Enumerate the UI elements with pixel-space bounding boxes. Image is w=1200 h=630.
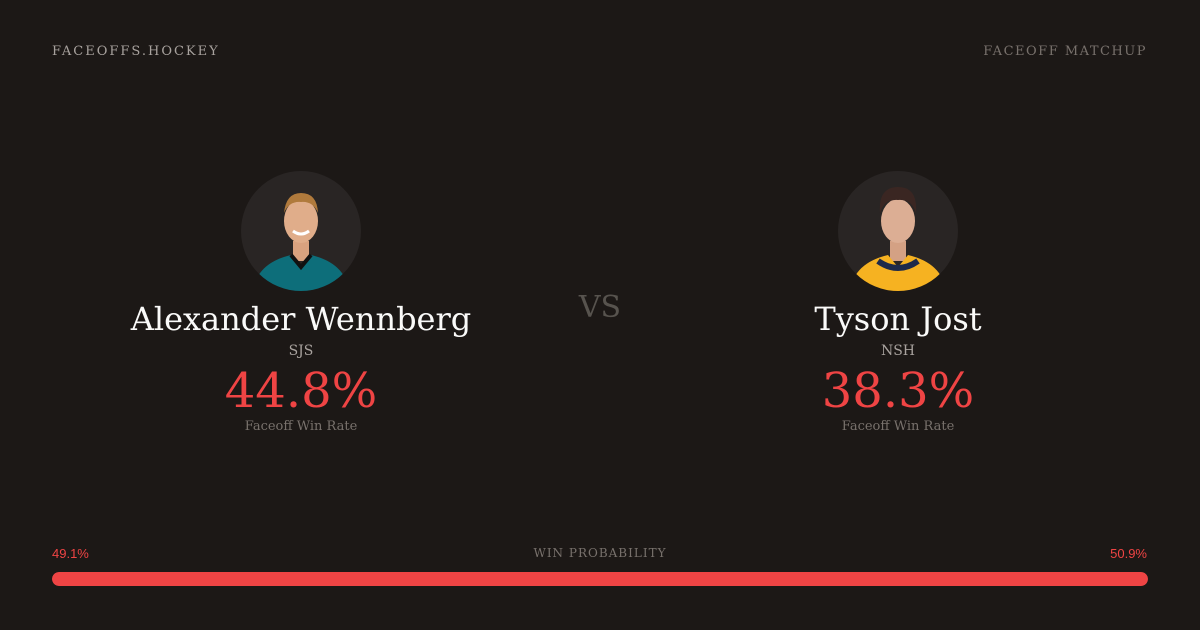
player-team: SJS (288, 343, 314, 359)
faceoff-win-rate: 38.3% (821, 363, 975, 419)
win-probability-right: 50.9% (1110, 546, 1147, 561)
win-probability-title: WIN PROBABILITY (533, 546, 667, 560)
faceoff-win-rate: 44.8% (224, 363, 378, 419)
player-card-left: Alexander Wennberg SJS 44.8% Faceoff Win… (81, 171, 521, 435)
vs-label: VS (578, 290, 622, 325)
brand-logo-text: FACEOFFS.HOCKEY (52, 44, 220, 59)
faceoff-win-rate-label: Faceoff Win Rate (244, 419, 358, 434)
player-name: Alexander Wennberg (130, 300, 472, 338)
player-headshot-icon (850, 187, 946, 291)
win-probability-bar (52, 572, 1148, 586)
player-team: NSH (880, 343, 916, 359)
faceoff-win-rate-label: Faceoff Win Rate (841, 419, 955, 434)
player-name: Tyson Jost (814, 300, 982, 338)
win-probability-left: 49.1% (52, 546, 89, 561)
avatar (241, 171, 361, 291)
page-title: FACEOFF MATCHUP (983, 44, 1147, 59)
avatar (838, 171, 958, 291)
player-card-right: Tyson Jost NSH 38.3% Faceoff Win Rate (678, 171, 1118, 435)
player-headshot-icon (253, 193, 349, 291)
win-probability-fill (52, 572, 1148, 586)
